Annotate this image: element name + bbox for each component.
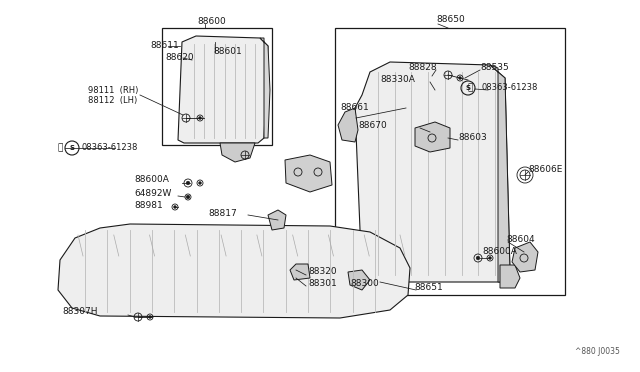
Text: 88981: 88981	[134, 201, 163, 209]
Text: 88300: 88300	[350, 279, 379, 288]
Polygon shape	[178, 36, 268, 143]
Text: 88330A: 88330A	[380, 74, 415, 83]
Polygon shape	[348, 270, 370, 290]
Text: 08363-61238: 08363-61238	[82, 144, 138, 153]
Text: 88650: 88650	[436, 15, 465, 23]
Text: 88611: 88611	[150, 42, 179, 51]
Circle shape	[186, 195, 190, 199]
Polygon shape	[490, 65, 510, 282]
Polygon shape	[355, 62, 510, 282]
Polygon shape	[512, 242, 538, 272]
Text: ^880 J0035: ^880 J0035	[575, 347, 620, 356]
Circle shape	[198, 117, 202, 119]
Text: Ⓢ: Ⓢ	[467, 83, 473, 93]
Text: 88600A: 88600A	[134, 176, 169, 185]
Polygon shape	[415, 122, 450, 152]
Polygon shape	[290, 264, 310, 280]
Circle shape	[148, 316, 151, 318]
Text: 88535: 88535	[480, 62, 509, 71]
Text: Ⓢ: Ⓢ	[58, 144, 63, 153]
Bar	[335, 28, 565, 295]
Circle shape	[476, 256, 480, 260]
Text: 88620: 88620	[165, 52, 194, 61]
Text: 88320: 88320	[308, 267, 337, 276]
Text: S: S	[465, 85, 470, 91]
Text: 88606E: 88606E	[528, 166, 563, 174]
Text: 88817: 88817	[208, 208, 237, 218]
Text: 88307H: 88307H	[62, 308, 97, 317]
Circle shape	[173, 206, 177, 208]
Circle shape	[459, 77, 461, 79]
Circle shape	[186, 181, 190, 185]
Text: 88603: 88603	[458, 134, 487, 142]
Text: 88670: 88670	[358, 121, 387, 129]
Text: 88112  (LH): 88112 (LH)	[88, 96, 137, 106]
Circle shape	[198, 182, 202, 185]
Text: 88661: 88661	[340, 103, 369, 112]
Text: 88604: 88604	[506, 235, 534, 244]
Text: 88651: 88651	[414, 283, 443, 292]
Text: 88600: 88600	[197, 17, 226, 26]
Text: 08363-61238: 08363-61238	[482, 83, 538, 92]
Text: 88828: 88828	[408, 62, 436, 71]
Text: 98111  (RH): 98111 (RH)	[88, 86, 138, 94]
Text: 88301: 88301	[308, 279, 337, 288]
Text: 88600A: 88600A	[482, 247, 517, 257]
Circle shape	[489, 257, 492, 259]
Polygon shape	[268, 210, 286, 230]
Polygon shape	[338, 108, 358, 142]
Polygon shape	[285, 155, 332, 192]
Polygon shape	[260, 38, 270, 138]
Polygon shape	[500, 265, 520, 288]
Polygon shape	[58, 224, 410, 318]
Text: 64892W: 64892W	[134, 189, 172, 198]
Polygon shape	[220, 143, 255, 162]
Text: 88601: 88601	[213, 46, 242, 55]
Text: S: S	[70, 145, 74, 151]
Bar	[162, 28, 272, 145]
